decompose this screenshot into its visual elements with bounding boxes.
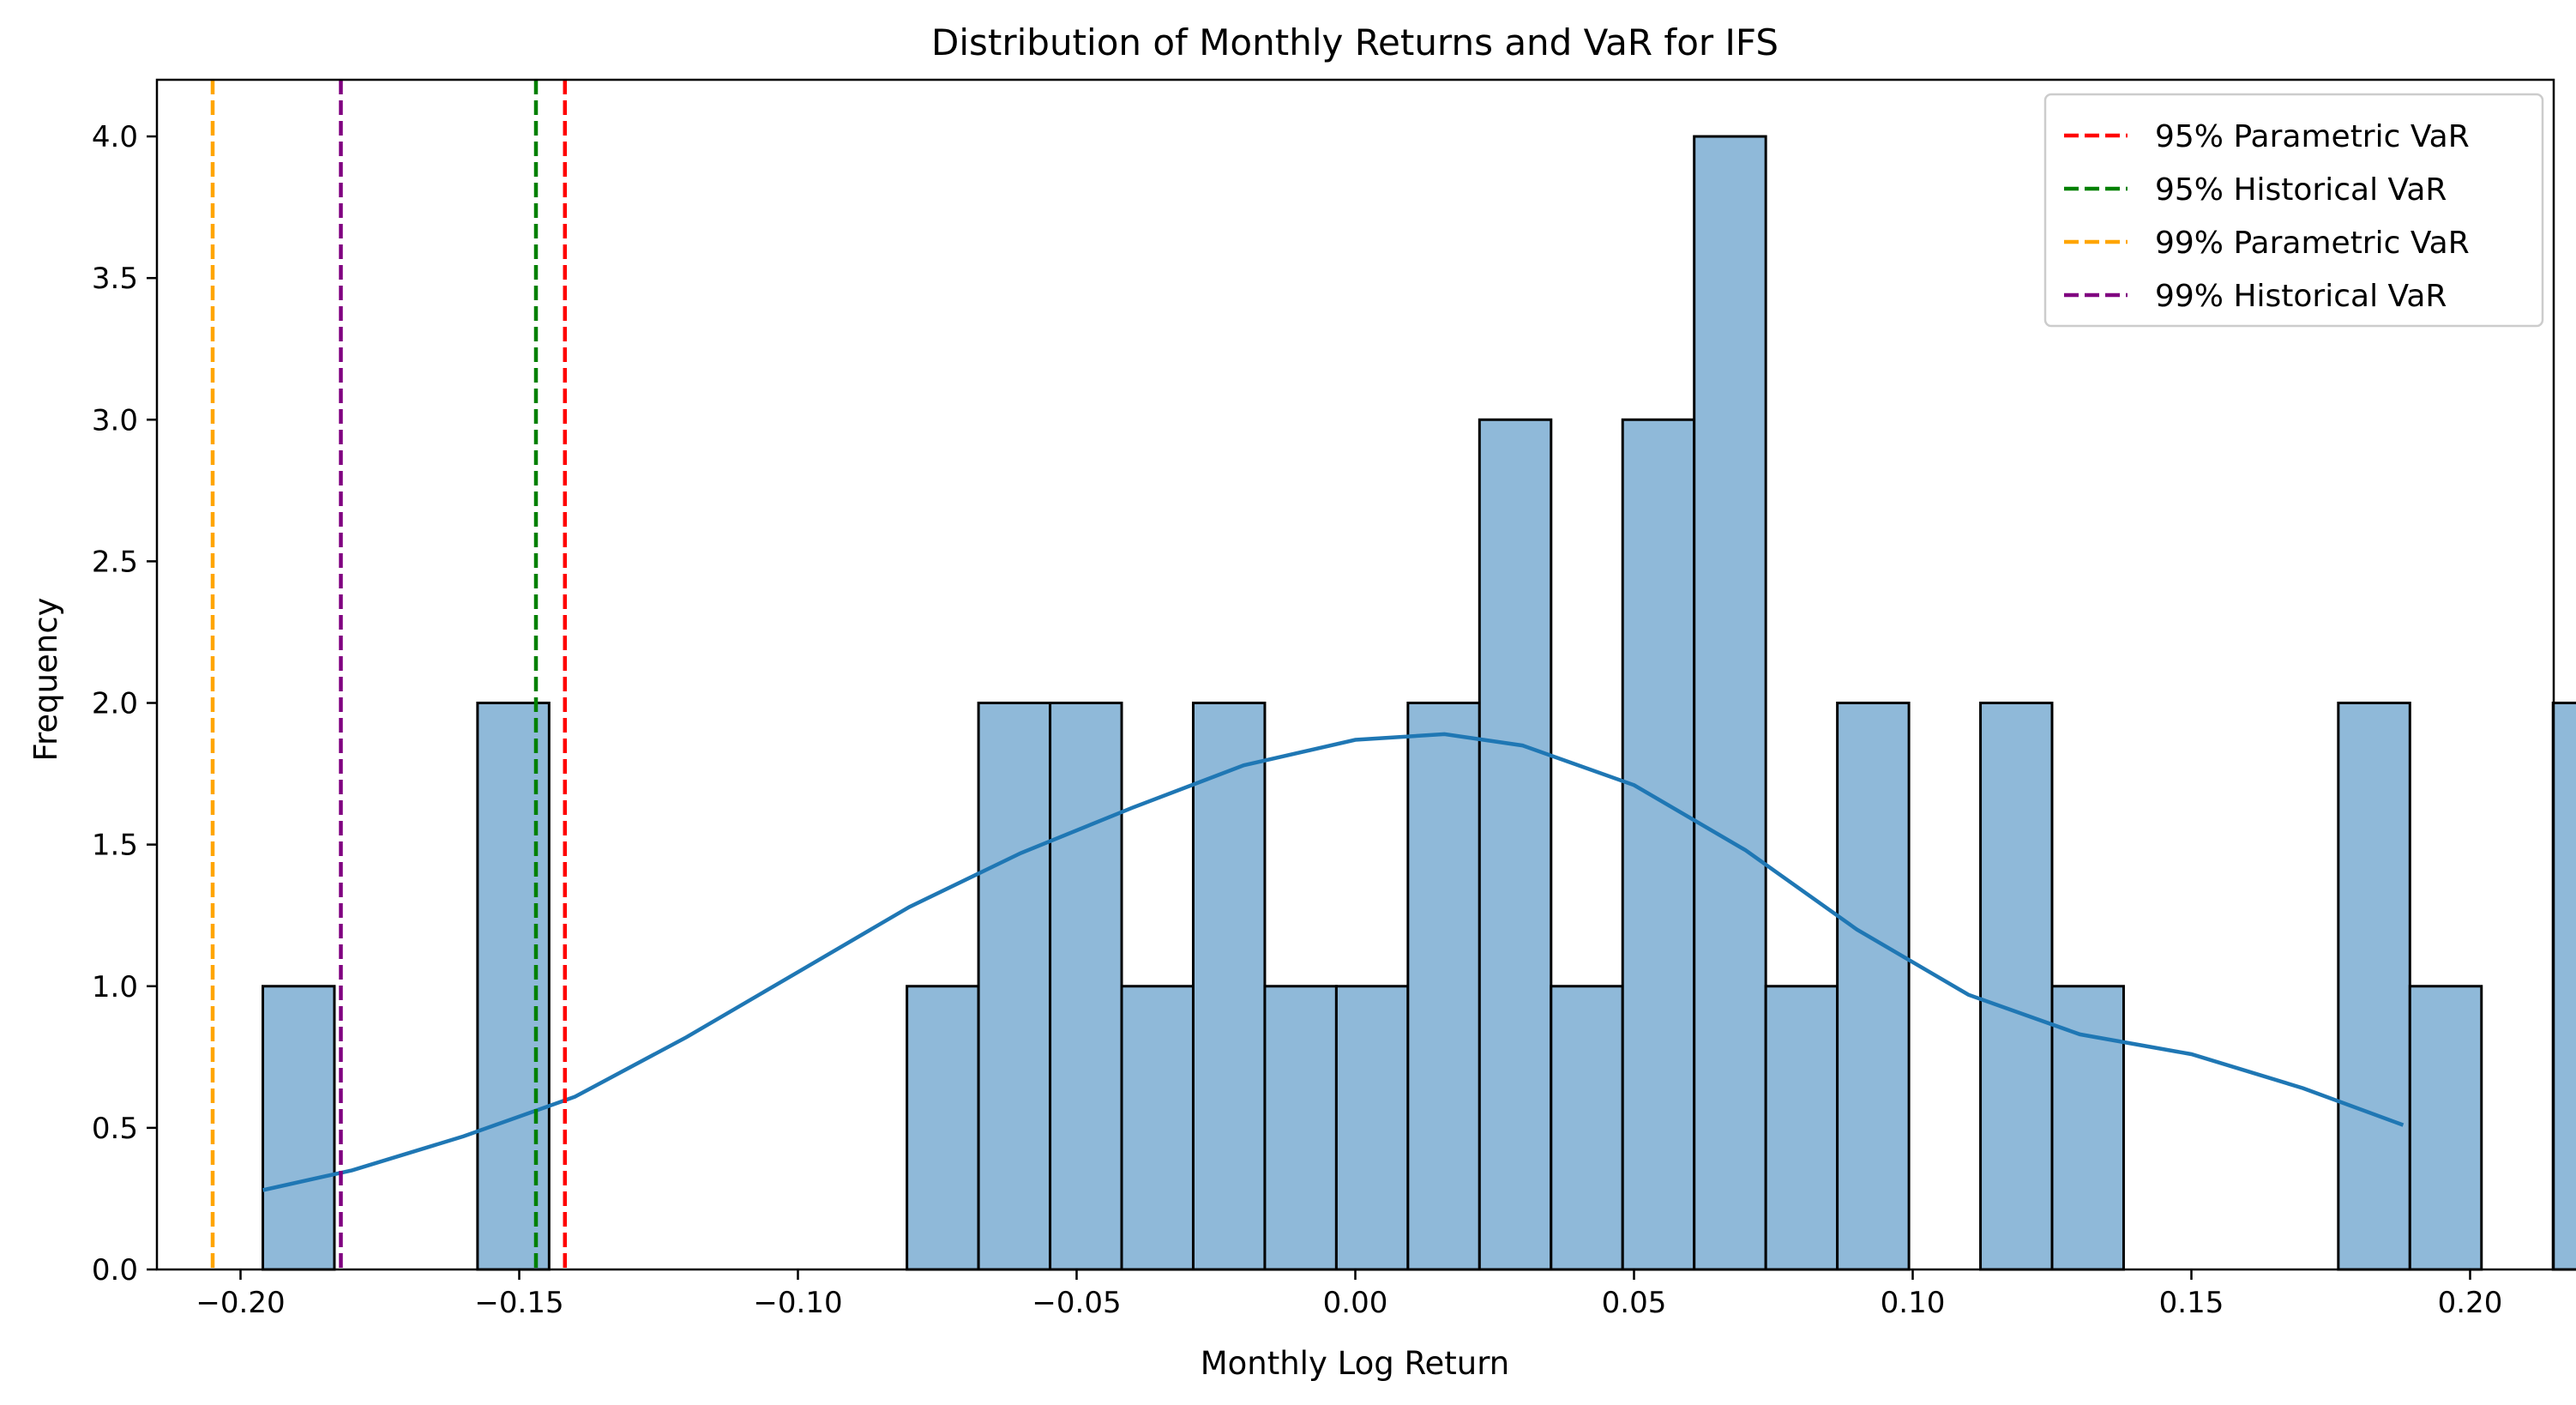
- histogram-bar: [1120, 985, 1195, 1271]
- histogram-bar: [1263, 985, 1338, 1271]
- histogram-bar: [906, 985, 980, 1271]
- y-tick-label: 1.0: [92, 970, 138, 1004]
- y-tick-label: 3.0: [92, 403, 138, 437]
- histogram-bar: [1693, 135, 1767, 1271]
- legend-entry: 95% Parametric VaR: [2155, 119, 2470, 154]
- x-tick-label: 0.10: [1881, 1286, 1946, 1320]
- histogram-bar: [2337, 702, 2411, 1271]
- x-axis-label: Monthly Log Return: [1201, 1345, 1510, 1382]
- legend-entry: 95% Historical VaR: [2155, 172, 2447, 208]
- legend-box: [2043, 93, 2544, 328]
- legend-entry: 99% Parametric VaR: [2155, 226, 2470, 261]
- histogram-bar: [1334, 985, 1410, 1271]
- x-tick-label: −0.15: [474, 1286, 563, 1320]
- legend-entry: 99% Historical VaR: [2155, 279, 2447, 314]
- histogram-bar: [1621, 418, 1696, 1271]
- y-tick-label: 0.5: [92, 1112, 138, 1146]
- y-tick-label: 4.0: [92, 120, 138, 154]
- y-tick-label: 0.0: [92, 1253, 138, 1287]
- y-tick-label: 1.5: [92, 829, 138, 863]
- plot-area: −0.20 −0.15 −0.10 −0.05 0.00 0.05 0.10 0.15 0.20…: [92, 78, 2576, 1320]
- y-tick-label: 2.5: [92, 545, 138, 579]
- histogram-bar: [1191, 702, 1267, 1271]
- legend: 95% Parametric VaR 95% Historical VaR 99% …: [2043, 93, 2544, 328]
- histogram-bar: [1979, 702, 2054, 1271]
- histogram-bar: [1836, 702, 1911, 1271]
- histogram-bar: [2408, 985, 2483, 1271]
- chart-title: Distribution of Monthly Returns and VaR …: [931, 21, 1779, 63]
- histogram-bar: [1478, 418, 1553, 1271]
- histogram-bar: [1406, 702, 1481, 1271]
- kde-curve: [262, 732, 2404, 1192]
- y-axis-label: Frequency: [27, 597, 64, 761]
- histogram-bar: [1049, 702, 1123, 1271]
- x-tick-label: 0.05: [1602, 1286, 1667, 1320]
- y-tick-label: 2.0: [92, 687, 138, 721]
- x-tick-label: −0.20: [196, 1286, 285, 1320]
- histogram-bar: [476, 702, 551, 1271]
- histogram-bar: [1764, 985, 1839, 1271]
- x-tick-label: −0.10: [753, 1286, 842, 1320]
- x-tick-label: 0.15: [2159, 1286, 2224, 1320]
- x-tick-label: −0.05: [1032, 1286, 1121, 1320]
- y-tick-label: 3.5: [92, 262, 138, 296]
- histogram-bar: [262, 985, 336, 1271]
- histogram-bar: [1550, 985, 1624, 1271]
- histogram-bar: [2050, 985, 2125, 1271]
- histogram-bar: [977, 702, 1052, 1271]
- x-tick-label: 0.00: [1323, 1286, 1388, 1320]
- x-tick-label: 0.20: [2438, 1286, 2503, 1320]
- histogram-bar: [2551, 702, 2576, 1271]
